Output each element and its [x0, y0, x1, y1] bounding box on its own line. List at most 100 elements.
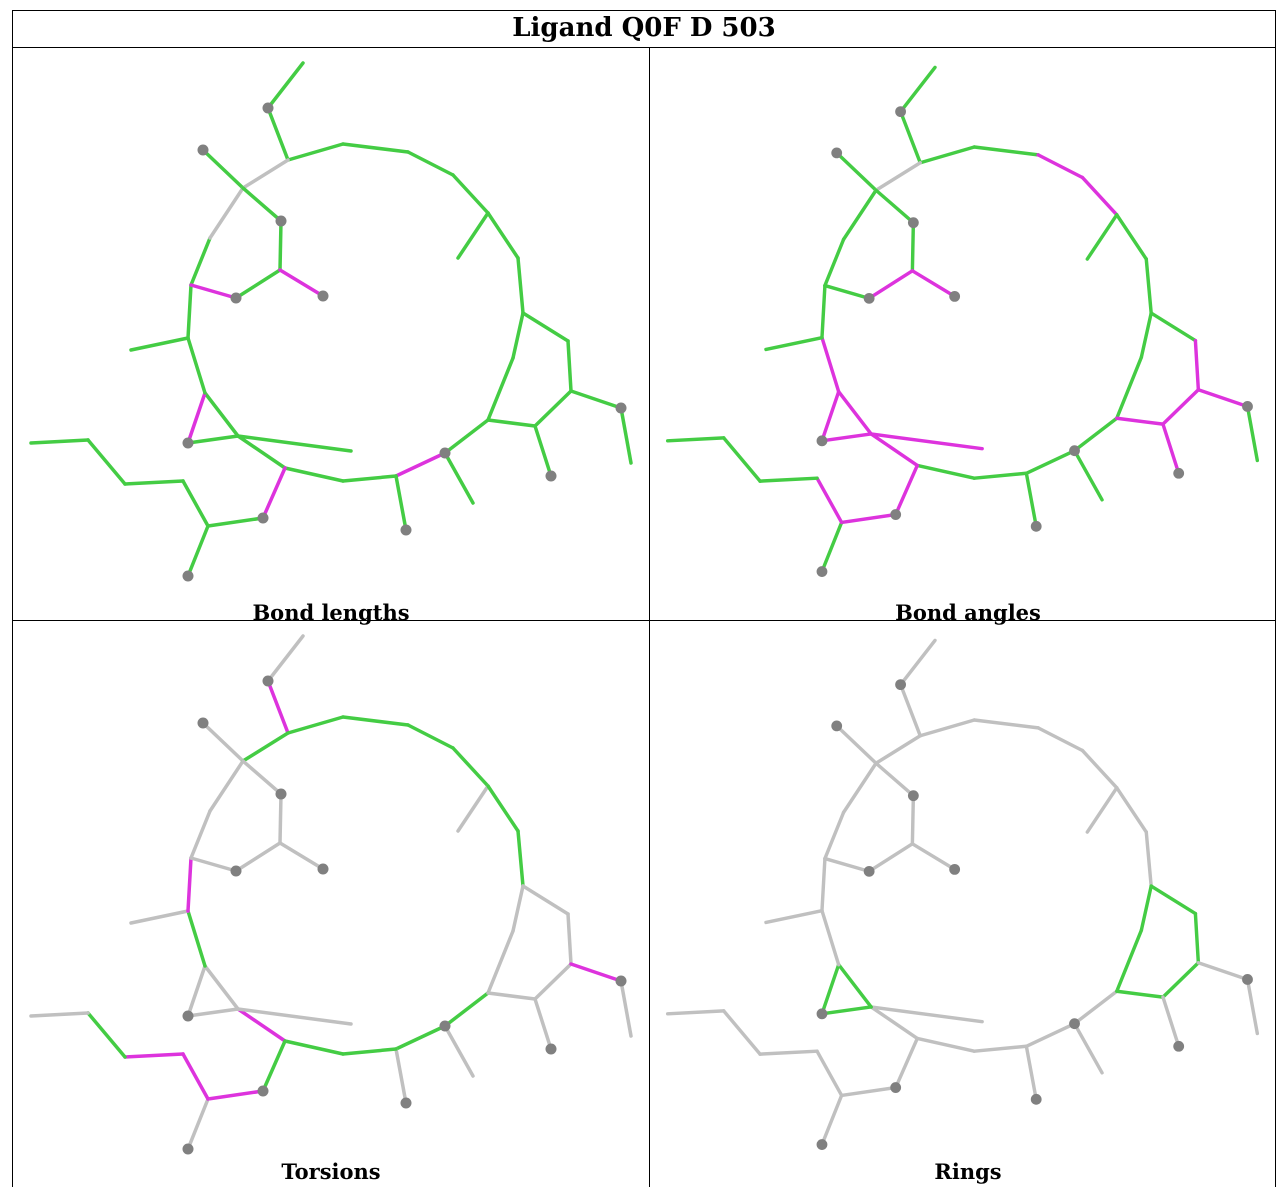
- bond-a17-a15: [820, 1005, 873, 1016]
- bond-c6-c7: [665, 1009, 726, 1016]
- bond-a21-a23: [874, 761, 916, 798]
- bond-a12-a13: [341, 1047, 398, 1056]
- bond-a24-a26: [910, 842, 957, 872]
- bond-a9-a10: [1115, 355, 1144, 420]
- atom-a22: [197, 717, 209, 729]
- bond-a13-a14: [283, 1039, 345, 1056]
- bond-a21-a22: [834, 724, 878, 765]
- bond-b5-b6: [1245, 977, 1260, 1036]
- bond-a10-a11: [443, 418, 490, 455]
- bond-a8-a9: [1139, 884, 1153, 933]
- bond-a15-a16: [836, 962, 873, 1009]
- bond-a7-a8: [516, 256, 525, 315]
- bond-a21-a22: [834, 151, 878, 192]
- bond-a7-a8: [1144, 830, 1153, 888]
- bond-b3-a10: [486, 991, 537, 1001]
- bond-a2-a3: [286, 142, 345, 162]
- atom-c3: [816, 566, 828, 577]
- bond-b5-b6: [619, 979, 633, 1038]
- bond-a12-a12b: [394, 1047, 408, 1105]
- atom-a25: [863, 865, 875, 877]
- bond-b3-a10: [486, 418, 537, 428]
- atom-a1: [262, 675, 274, 687]
- bond-c2-c3: [820, 520, 844, 574]
- bond-a19-a20: [189, 809, 212, 860]
- bond-c1-c2: [839, 1085, 898, 1098]
- bond-a14-a15: [869, 432, 920, 468]
- bond-a3-a4: [341, 715, 410, 727]
- caption-torsions: Torsions: [281, 1159, 381, 1184]
- atom-a22: [831, 720, 843, 732]
- atom-b4: [545, 470, 557, 482]
- bond-b2-b5: [569, 389, 623, 410]
- atom-b4: [1173, 467, 1185, 479]
- bond-a9-a10: [1115, 928, 1144, 993]
- bond-a24-a25: [234, 841, 282, 873]
- bond-a14-c1: [893, 1036, 920, 1090]
- atom-a23: [907, 217, 919, 229]
- bond-a16-a18: [820, 908, 841, 967]
- figure-title: Ligand Q0F D 503: [13, 11, 1275, 48]
- bond-a24-a26: [910, 269, 957, 299]
- bond-b2-b3: [533, 389, 573, 428]
- bond-a14-a15: [236, 434, 287, 470]
- figure-frame: Ligand Q0F D 503 Bond lengths Bond angle…: [12, 10, 1276, 1187]
- atom-a26: [317, 863, 329, 875]
- bond-a21-a2: [241, 731, 290, 763]
- bond-c2-c4: [815, 1049, 844, 1098]
- atom-c3: [182, 1143, 194, 1155]
- bond-a23-a24: [278, 219, 283, 272]
- caption-bond-lengths: Bond lengths: [252, 600, 410, 625]
- atom-c1: [890, 509, 902, 520]
- bond-a6-a7: [486, 211, 520, 260]
- bond-a5-a6: [1080, 748, 1119, 790]
- bond-c5-c6: [721, 436, 762, 483]
- bond-a1-a2: [898, 109, 922, 165]
- bond-a23-a24: [910, 793, 916, 846]
- bond-b3-a10: [1115, 989, 1165, 999]
- bond-a18-a18b: [129, 336, 190, 352]
- bond-a11-a12: [394, 1024, 447, 1051]
- bond-a25-a19: [189, 856, 238, 873]
- bond-a16-a18: [186, 336, 207, 395]
- bond-a17-a15: [186, 1007, 240, 1018]
- bond-a5-a6: [451, 173, 490, 215]
- bond-a10-a11: [443, 991, 490, 1028]
- bond-a15-a16: [203, 391, 240, 438]
- atom-c1: [890, 1082, 902, 1093]
- bond-a8-b1: [521, 884, 570, 916]
- bond-a21-a22: [201, 148, 245, 190]
- bond-a8-b1: [521, 311, 570, 343]
- bond-c1-c2: [206, 1089, 265, 1101]
- atom-a11: [439, 1020, 451, 1032]
- bond-b2-b5: [1196, 388, 1250, 409]
- bond-a12-a12b: [394, 474, 408, 532]
- atom-b5: [615, 402, 627, 414]
- bond-a6-a6b: [1085, 213, 1119, 261]
- atom-a23: [275, 788, 287, 800]
- atom-a22: [831, 147, 843, 159]
- panel-bond-angles: Bond angles: [650, 48, 1276, 625]
- bond-a8-b1: [1149, 884, 1198, 916]
- bond-a16-a17: [820, 389, 841, 443]
- bond-a11-a12: [1024, 1021, 1077, 1048]
- column-divider: [649, 48, 650, 1187]
- molecule-bond-lengths: [29, 61, 633, 582]
- bond-c5-c6: [86, 1011, 127, 1059]
- caption-bond-angles: Bond angles: [895, 600, 1041, 625]
- bond-a14-c1: [261, 466, 287, 520]
- bond-c5-c6: [86, 438, 127, 486]
- bond-a18-a18b: [764, 335, 824, 352]
- bond-a10-a11: [1072, 989, 1119, 1026]
- atom-a11: [1069, 445, 1080, 457]
- bond-a11-a12: [394, 451, 447, 478]
- bond-a13-a14: [283, 466, 345, 483]
- bond-b1-b2: [566, 912, 573, 966]
- bond-a6-a6b: [1085, 786, 1119, 834]
- bond-a7-a8: [1144, 257, 1153, 315]
- atom-a1: [895, 679, 906, 691]
- atom-a23: [907, 790, 919, 802]
- bond-a14-a15: [869, 1005, 920, 1041]
- bond-c2-c3: [186, 524, 210, 578]
- atom-a23: [275, 215, 287, 227]
